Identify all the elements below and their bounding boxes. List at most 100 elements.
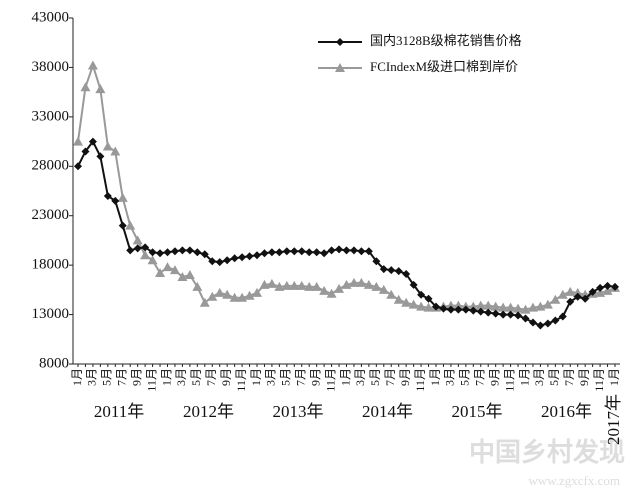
point <box>558 312 567 321</box>
point <box>103 191 112 200</box>
point <box>565 286 576 296</box>
point <box>521 314 530 323</box>
point <box>312 248 321 257</box>
y-tick-label: 23000 <box>32 207 70 223</box>
point <box>469 306 478 315</box>
point <box>170 247 179 256</box>
point <box>402 270 411 279</box>
point <box>267 248 276 257</box>
x-tick-label: 5月 <box>547 368 561 386</box>
point <box>432 302 440 311</box>
series-line <box>77 139 616 327</box>
point <box>409 280 418 289</box>
point <box>372 257 381 266</box>
point <box>125 220 136 230</box>
x-tick-label: 3月 <box>85 368 99 386</box>
point <box>588 287 597 296</box>
point <box>223 256 232 265</box>
x-tick-label: 1月 <box>517 368 531 386</box>
point <box>252 287 262 297</box>
point <box>305 248 314 257</box>
x-tick-label: 11月 <box>323 368 337 392</box>
point <box>185 246 194 255</box>
point <box>266 278 277 288</box>
point <box>499 310 508 319</box>
legend-marker <box>335 63 345 72</box>
point <box>260 249 269 258</box>
point <box>393 294 404 304</box>
x-tick-label: 5月 <box>458 368 472 386</box>
point <box>394 267 403 276</box>
point <box>572 287 583 297</box>
point <box>281 280 292 290</box>
point <box>424 294 433 303</box>
point <box>490 301 501 311</box>
x-tick-label: 3月 <box>443 368 457 386</box>
point <box>566 297 575 306</box>
point <box>379 265 388 274</box>
point <box>297 247 306 256</box>
point <box>192 281 203 291</box>
point <box>520 304 531 314</box>
point <box>327 246 336 255</box>
point <box>550 294 561 304</box>
point <box>155 268 166 278</box>
point <box>88 137 97 146</box>
point <box>356 277 367 287</box>
point <box>177 272 188 282</box>
point <box>387 266 396 275</box>
point <box>326 288 337 298</box>
point <box>132 235 143 245</box>
y-tick-label: 8000 <box>39 355 69 371</box>
point <box>557 289 568 299</box>
point <box>581 294 590 303</box>
point <box>215 258 224 267</box>
x-tick-label: 11月 <box>502 368 516 392</box>
point <box>364 247 373 256</box>
point <box>363 279 374 289</box>
point <box>156 249 165 258</box>
point <box>611 282 619 291</box>
point <box>378 284 389 294</box>
point <box>110 146 121 156</box>
point <box>551 316 560 325</box>
point <box>296 280 307 290</box>
point <box>334 283 345 293</box>
x-tick-label: 7月 <box>562 368 576 386</box>
legend-label: 国内3128B级棉花销售价格 <box>370 33 522 48</box>
point <box>596 283 605 292</box>
year-label: 2015年 <box>452 402 503 421</box>
point <box>199 297 210 307</box>
x-tick-label: 9月 <box>129 368 143 386</box>
year-label: 2016年 <box>541 402 592 421</box>
point <box>193 248 202 257</box>
year-label: 2013年 <box>273 402 324 421</box>
x-tick-label: 11月 <box>413 368 427 392</box>
point <box>169 265 180 275</box>
x-tick-label: 9月 <box>487 368 501 386</box>
y-tick-label: 33000 <box>32 108 70 124</box>
x-tick-label: 5月 <box>368 368 382 386</box>
point <box>319 285 330 295</box>
legend-label: FCIndexM级进口棉到岸价 <box>370 59 518 74</box>
point <box>603 281 612 290</box>
point <box>348 277 359 287</box>
point <box>102 141 113 151</box>
point <box>117 192 128 202</box>
x-tick-label: 11月 <box>144 368 158 392</box>
point <box>147 255 158 265</box>
point <box>148 248 157 257</box>
point <box>371 281 382 291</box>
point <box>476 307 485 316</box>
year-label: 2017年 <box>604 394 623 445</box>
point <box>214 287 225 297</box>
x-tick-label: 9月 <box>219 368 233 386</box>
y-tick-label: 18000 <box>32 257 70 273</box>
x-tick-label: 1月 <box>249 368 263 386</box>
point <box>81 147 90 156</box>
point <box>259 279 270 289</box>
point <box>118 221 127 230</box>
x-tick-label: 9月 <box>577 368 591 386</box>
year-label: 2012年 <box>183 402 234 421</box>
point <box>162 262 173 272</box>
